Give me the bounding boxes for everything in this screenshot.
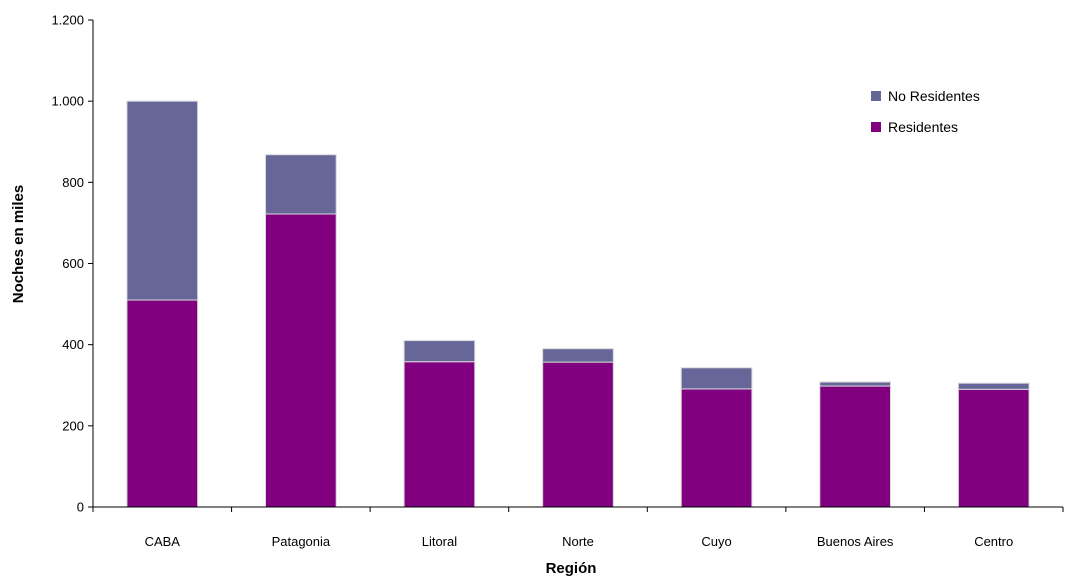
bar-residentes-caba	[126, 299, 199, 508]
bar-no-residentes-norte	[542, 348, 614, 363]
x-tick-label: Centro	[974, 534, 1013, 549]
bar-residentes-cuyo	[680, 388, 753, 508]
bar-no-residentes-litoral	[403, 340, 476, 363]
bars-group	[126, 100, 1030, 508]
x-tick-label: Norte	[562, 534, 594, 549]
bar-no-residentes-centro	[957, 382, 1030, 390]
y-tick-label: 0	[77, 500, 84, 515]
bar-residentes-norte	[542, 361, 614, 508]
x-tick-label: Buenos Aires	[817, 534, 894, 549]
axes-group	[88, 19, 1064, 512]
legend-swatch-no-residentes	[871, 91, 881, 101]
y-tick-label: 400	[62, 337, 84, 352]
x-tick-label: CABA	[145, 534, 181, 549]
x-tick-label: Cuyo	[701, 534, 731, 549]
x-tick-label: Litoral	[422, 534, 458, 549]
ticks-group: CABA Patagonia Litoral Norte Cuyo Buenos Aire…	[51, 13, 1013, 550]
legend-label-residentes: Residentes	[888, 119, 958, 135]
bar-no-residentes-caba	[126, 100, 199, 301]
legend: No Residentes Residentes	[871, 88, 980, 135]
bar-no-residentes-buenos-aires	[819, 381, 891, 387]
y-axis-title: Noches en miles	[10, 185, 27, 303]
bar-residentes-litoral	[403, 361, 476, 508]
y-tick-label: 200	[62, 418, 84, 433]
y-tick-label: 1.200	[51, 13, 84, 28]
x-tick-label: Patagonia	[272, 534, 331, 549]
bar-residentes-patagonia	[265, 213, 337, 508]
y-tick-label: 800	[62, 175, 84, 190]
bar-residentes-buenos-aires	[819, 385, 891, 508]
bar-no-residentes-patagonia	[265, 154, 337, 215]
legend-swatch-residentes	[871, 122, 881, 132]
bar-residentes-centro	[957, 388, 1030, 508]
y-tick-label: 1.000	[51, 94, 84, 109]
legend-label-no-residentes: No Residentes	[888, 88, 980, 104]
x-axis-title: Región	[546, 560, 597, 577]
y-tick-label: 600	[62, 256, 84, 271]
bar-no-residentes-cuyo	[680, 367, 753, 390]
